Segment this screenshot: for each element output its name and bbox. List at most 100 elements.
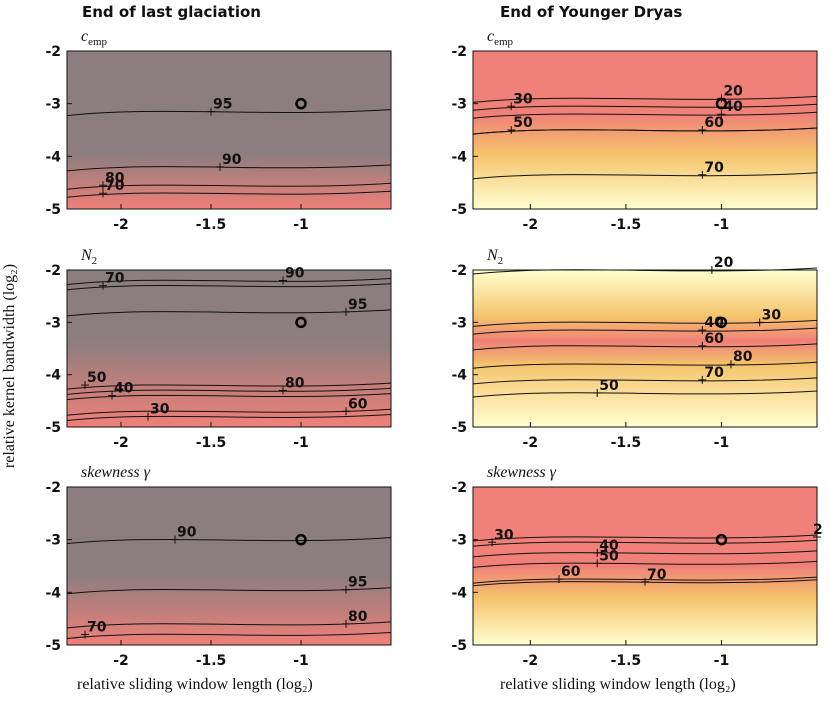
contour-line — [472, 327, 818, 335]
contour-label-tick — [108, 391, 116, 400]
y-tick-label: -4 — [45, 149, 61, 165]
contour-line — [472, 390, 818, 398]
col-title-left: End of last glaciation — [82, 3, 261, 21]
contour-label-tick — [698, 170, 707, 179]
contour-line — [66, 182, 392, 190]
contour-label-tick — [342, 619, 350, 628]
contour-line — [66, 537, 392, 545]
contour-line — [472, 550, 818, 558]
optimum-marker — [715, 533, 728, 546]
contour-line — [66, 587, 392, 595]
y-tick-label: -3 — [45, 97, 61, 113]
x-tick-label: -1 — [714, 435, 730, 451]
contour-line — [472, 127, 818, 135]
y-tick-label: -4 — [45, 368, 61, 384]
contour-line — [66, 408, 392, 416]
contour-label: 60 — [348, 396, 368, 412]
contour-line — [472, 95, 818, 103]
contour-label-tick — [698, 126, 707, 134]
y-tick-label: -4 — [451, 368, 467, 384]
contour-label: 80 — [105, 170, 125, 186]
contour-label-tick — [81, 381, 89, 390]
y-tick-label: -5 — [451, 638, 467, 654]
contour-label-tick — [593, 388, 602, 397]
contour-line — [472, 103, 818, 111]
x-tick-label: -1.5 — [611, 217, 642, 233]
contour-label-tick — [144, 412, 152, 421]
contour-label-tick — [707, 266, 716, 274]
x-tick-label: -1.5 — [611, 653, 642, 669]
contour-label-tick — [81, 630, 89, 639]
contour-label: 60 — [704, 331, 724, 347]
contour-line — [66, 414, 392, 422]
contour-line — [472, 560, 818, 568]
y-tick-label: -4 — [45, 585, 61, 601]
contour-label-tick — [99, 281, 107, 290]
contour-fill — [67, 487, 391, 645]
contour-line — [472, 361, 818, 369]
contour-label-tick — [717, 110, 726, 119]
contour-label: 2 — [813, 522, 823, 538]
contour-fill — [67, 51, 391, 209]
contour-label: 50 — [599, 378, 619, 394]
contour-label: 60 — [704, 115, 724, 131]
x-tick-label: -2 — [113, 217, 129, 233]
contour-label: 40 — [723, 99, 743, 115]
contour-line — [66, 387, 392, 395]
contour-label-tick — [207, 107, 215, 116]
contour-fill — [473, 270, 817, 427]
col-title-right: End of Younger Dryas — [500, 3, 683, 21]
y-tick-label: -3 — [45, 315, 61, 331]
contour-label: 30 — [762, 307, 782, 323]
panel-title: skewness γ — [487, 464, 557, 481]
contour-label-tick — [216, 162, 224, 171]
y-tick-label: -5 — [45, 202, 61, 218]
contour-label-tick — [755, 318, 764, 327]
plot-frame — [66, 486, 392, 646]
x-tick-label: -1 — [293, 217, 309, 233]
contour-label-tick — [488, 538, 497, 547]
contour-line — [66, 277, 392, 285]
contour-label: 30 — [494, 527, 514, 543]
contour-label: 80 — [348, 609, 368, 625]
y-tick-label: -3 — [451, 97, 467, 113]
y-tick-label: -5 — [45, 420, 61, 436]
contour-line — [472, 579, 818, 587]
y-tick-label: -5 — [451, 420, 467, 436]
contour-fill — [473, 487, 817, 645]
y-tick-label: -3 — [45, 533, 61, 549]
x-tick-label: -1 — [714, 217, 730, 233]
contour-line — [66, 621, 392, 629]
x-tick-label: -2 — [523, 217, 539, 233]
contour-label: 40 — [599, 538, 619, 554]
y-tick-label: -2 — [45, 263, 61, 279]
x-axis-label-right: relative sliding window length (log₂) — [500, 676, 736, 693]
contour-label-tick — [342, 307, 350, 316]
plot-frame — [472, 269, 818, 428]
y-tick-label: -2 — [451, 263, 467, 279]
x-tick-label: -1.5 — [196, 435, 227, 451]
contour-label: 50 — [513, 115, 533, 131]
contour-label-tick — [698, 341, 707, 350]
contour-label-tick — [698, 375, 707, 384]
panel-title: skewness γ — [81, 464, 151, 481]
contour-label: 90 — [285, 265, 305, 281]
contour-label: 70 — [647, 567, 667, 583]
contour-label: 30 — [513, 91, 533, 107]
x-tick-label: -1.5 — [196, 217, 227, 233]
contour-label: 80 — [285, 375, 305, 391]
panel-title: N2 — [80, 247, 97, 267]
y-tick-label: -2 — [451, 44, 467, 60]
y-tick-label: -2 — [45, 44, 61, 60]
panel-title: cemp — [81, 28, 108, 48]
contour-line — [66, 109, 392, 117]
contour-label-tick — [593, 559, 602, 568]
contour-label-tick — [342, 407, 350, 416]
contour-label: 90 — [222, 152, 242, 168]
x-tick-label: -1 — [293, 653, 309, 669]
contour-label: 60 — [561, 564, 581, 580]
contour-label-tick — [279, 276, 287, 285]
contour-line — [66, 631, 392, 639]
